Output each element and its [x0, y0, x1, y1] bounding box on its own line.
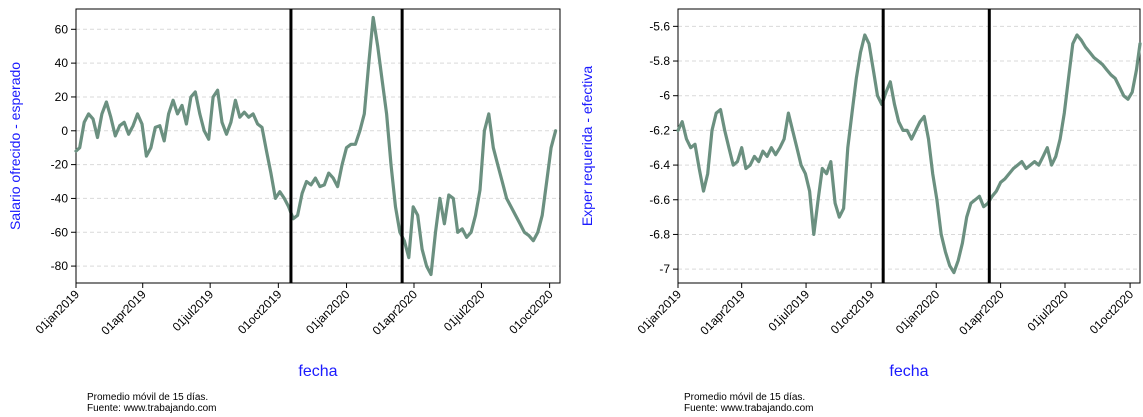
series-line [74, 15, 558, 277]
x-tick-label: 01oct2019 [828, 287, 878, 337]
x-tick-label: 01apr2020 [370, 287, 421, 338]
y-axis-title: Exper requerida - efectiva [579, 66, 595, 227]
x-tick-label: 01jul2019 [765, 287, 812, 334]
y-tick-label: -5.6 [649, 19, 670, 33]
y-tick-label: -40 [51, 191, 69, 205]
x-tick-label: 01apr2019 [98, 287, 149, 338]
y-tick-label: -6.4 [649, 158, 670, 172]
x-tick-label: 01apr2020 [956, 287, 1007, 338]
y-tick-label: -20 [51, 158, 69, 172]
x-tick-label: 01jan2020 [893, 287, 943, 337]
y-tick-label: -7 [659, 262, 670, 276]
x-tick-label: 01oct2020 [1087, 287, 1137, 337]
chart-panel-experience: -7 -6.8 -6.6 -6.4 -6.2 -6 -5.8 -5.6 01jan2019 01a… [572, 0, 1143, 417]
y-tick-label: -6.6 [649, 193, 670, 207]
caption-line-source: Fuente: www.trabajando.com [684, 403, 814, 414]
x-tick-label: 01oct2019 [235, 287, 285, 337]
y-tick-label: -60 [51, 225, 69, 239]
plot-frame [677, 8, 1141, 284]
y-tick-label: -5.8 [649, 54, 670, 68]
y-tick-label: 40 [55, 56, 69, 70]
chart-caption: Promedio móvil de 15 días. Fuente: www.t… [87, 392, 217, 414]
x-tick-label: 01jul2020 [441, 287, 488, 334]
x-tick-label: 01jan2020 [303, 287, 353, 337]
caption-line-smoothing: Promedio móvil de 15 días. [684, 392, 806, 403]
caption-line-source: Fuente: www.trabajando.com [87, 403, 217, 414]
x-tick-label: 01jan2019 [635, 287, 685, 337]
chart-caption: Promedio móvil de 15 días. Fuente: www.t… [684, 392, 814, 414]
y-tick-label: -6 [659, 89, 670, 103]
y-tick-label: -80 [51, 259, 69, 273]
y-tick-label: 0 [61, 124, 68, 138]
y-tick-label: 60 [55, 22, 69, 36]
caption-line-smoothing: Promedio móvil de 15 días. [87, 392, 209, 403]
x-tick-label: 01jul2020 [1024, 287, 1071, 334]
series-line [676, 33, 1142, 275]
y-tick-label: -6.8 [649, 227, 670, 241]
x-tick-label: 01jul2019 [170, 287, 217, 334]
plot-frame [75, 8, 561, 284]
y-tick-label: 20 [55, 90, 69, 104]
x-tick-label: 01oct2020 [506, 287, 556, 337]
y-axis-title: Salario ofrecido - esperado [7, 62, 23, 230]
y-tick-label: -6.2 [649, 123, 670, 137]
x-axis-title: fecha [298, 363, 337, 380]
x-tick-label: 01jan2019 [33, 287, 83, 337]
x-axis-title: fecha [889, 363, 928, 380]
salary-gap-chart: -80 -60 -40 -20 0 20 40 60 01jan2019 01apr2019 01j… [7, 8, 561, 380]
chart-panel-salary: -80 -60 -40 -20 0 20 40 60 01jan2019 01apr2019 01j… [0, 0, 571, 417]
x-tick-label: 01apr2019 [697, 287, 748, 338]
